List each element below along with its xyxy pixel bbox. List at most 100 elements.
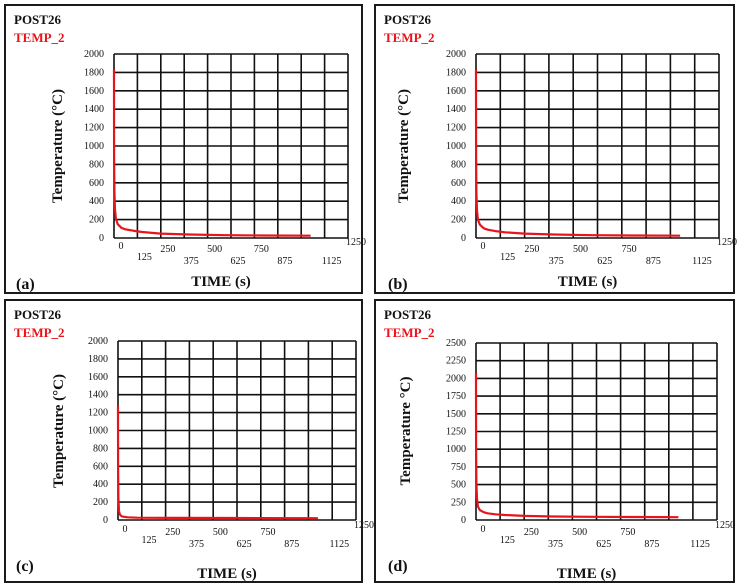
x-tick-label: 1125 [692, 256, 712, 267]
panel-label: (c) [16, 558, 34, 575]
x-tick-label: 1125 [330, 539, 350, 550]
y-tick-label: 0 [103, 515, 108, 526]
y-tick-label: 1200 [446, 123, 466, 134]
program-label: POST26 [14, 307, 61, 322]
y-tick-label: 1600 [88, 372, 108, 383]
chart-svg: POST26 TEMP_2 0 200 400 600 800 1000 1200 1400 160… [14, 12, 366, 293]
chart-panel-b: POST26 TEMP_2 0 200 400 600 800 1000 1200 1400 160… [374, 4, 737, 294]
x-tick-label: 375 [548, 539, 563, 550]
y-tick-label: 400 [451, 196, 466, 207]
x-tick-label: 250 [524, 527, 539, 538]
x-tick-label: 1250 [717, 237, 737, 248]
series-line-temp [112, 69, 311, 237]
chart-panel-c: POST26 TEMP_2 0 200 400 600 800 1000 1200 1400 160… [4, 299, 374, 583]
x-axis-title: TIME (s) [558, 274, 618, 290]
program-label: POST26 [384, 307, 431, 322]
x-tick-label: 375 [549, 256, 564, 267]
y-tick-label: 2000 [446, 49, 466, 60]
x-tick-label: 125 [500, 535, 515, 546]
series-legend-label: TEMP_2 [384, 325, 435, 340]
x-tick-label: 1250 [715, 520, 735, 531]
x-tick-label: 0 [119, 241, 124, 252]
y-tick-label: 1200 [88, 408, 108, 419]
y-tick-label: 1800 [88, 354, 108, 365]
y-axis-title: Temperature (°C) [396, 89, 412, 203]
y-tick-label: 1400 [446, 104, 466, 115]
x-tick-label: 625 [231, 256, 246, 267]
y-tick-label: 600 [451, 178, 466, 189]
series-line-temp [116, 406, 318, 520]
y-tick-label: 1000 [88, 426, 108, 437]
x-tick-label: 750 [620, 527, 635, 538]
y-tick-label: 1000 [446, 141, 466, 152]
x-tick-label: 875 [644, 539, 659, 550]
y-tick-label: 2000 [84, 49, 104, 60]
x-tick-label: 250 [524, 244, 539, 255]
y-axis-title: Temperature (°C) [50, 89, 66, 203]
y-tick-label: 800 [89, 159, 104, 170]
x-tick-label: 125 [141, 535, 156, 546]
y-axis-title: Temperature °C) [398, 377, 414, 486]
y-tick-label: 2000 [446, 373, 466, 384]
x-tick-label: 1125 [322, 256, 342, 267]
y-tick-label: 0 [461, 233, 466, 244]
y-tick-label: 600 [93, 461, 108, 472]
chart-svg: POST26 TEMP_2 0 200 400 600 800 1000 1200 1400 160… [14, 307, 374, 582]
x-tick-label: 375 [189, 539, 204, 550]
x-axis-title: TIME (s) [197, 566, 257, 582]
y-tick-label: 800 [451, 159, 466, 170]
x-tick-label: 0 [481, 241, 486, 252]
x-tick-label: 500 [572, 527, 587, 538]
y-tick-label: 1000 [446, 444, 466, 455]
series-line-temp [474, 372, 679, 519]
y-tick-label: 500 [451, 480, 466, 491]
x-tick-label: 375 [184, 256, 199, 267]
series-legend-label: TEMP_2 [14, 30, 65, 45]
chart-svg: POST26 TEMP_2 0 200 400 600 800 1000 1200 1400 160… [384, 12, 737, 293]
y-tick-label: 1250 [446, 427, 466, 438]
x-tick-label: 500 [213, 527, 228, 538]
x-tick-label: 250 [160, 244, 175, 255]
x-tick-label: 500 [573, 244, 588, 255]
y-tick-label: 600 [89, 178, 104, 189]
x-tick-label: 125 [137, 252, 152, 263]
panel-label: (d) [388, 558, 408, 575]
panel-label: (a) [16, 276, 35, 293]
x-tick-label: 1250 [346, 237, 366, 248]
y-tick-label: 1800 [446, 67, 466, 78]
x-tick-label: 0 [123, 524, 128, 535]
y-tick-label: 200 [89, 215, 104, 226]
x-tick-label: 250 [165, 527, 180, 538]
x-tick-label: 500 [207, 244, 222, 255]
x-tick-label: 875 [646, 256, 661, 267]
series-legend-label: TEMP_2 [14, 325, 65, 340]
x-tick-label: 750 [260, 527, 275, 538]
y-tick-label: 400 [93, 479, 108, 490]
y-tick-label: 0 [99, 233, 104, 244]
x-axis-title: TIME (s) [191, 274, 251, 290]
series-legend-label: TEMP_2 [384, 30, 435, 45]
x-tick-label: 1250 [354, 520, 374, 531]
y-tick-label: 250 [451, 497, 466, 508]
y-tick-label: 1600 [84, 86, 104, 97]
x-axis-title: TIME (s) [557, 566, 617, 582]
y-tick-label: 750 [451, 462, 466, 473]
x-tick-label: 0 [481, 524, 486, 535]
y-tick-label: 800 [93, 443, 108, 454]
y-tick-label: 0 [461, 515, 466, 526]
y-axis-title: Temperature (°C) [51, 374, 67, 488]
program-label: POST26 [14, 12, 61, 27]
x-tick-label: 750 [254, 244, 269, 255]
y-tick-label: 1200 [84, 123, 104, 134]
y-tick-label: 2500 [446, 338, 466, 349]
y-tick-label: 1600 [446, 86, 466, 97]
x-tick-label: 625 [597, 256, 612, 267]
x-tick-label: 1125 [690, 539, 710, 550]
y-tick-label: 400 [89, 196, 104, 207]
y-tick-label: 200 [451, 215, 466, 226]
y-tick-label: 2000 [88, 336, 108, 347]
x-tick-label: 625 [237, 539, 252, 550]
y-tick-label: 200 [93, 497, 108, 508]
x-tick-label: 875 [284, 539, 299, 550]
x-tick-label: 125 [500, 252, 515, 263]
